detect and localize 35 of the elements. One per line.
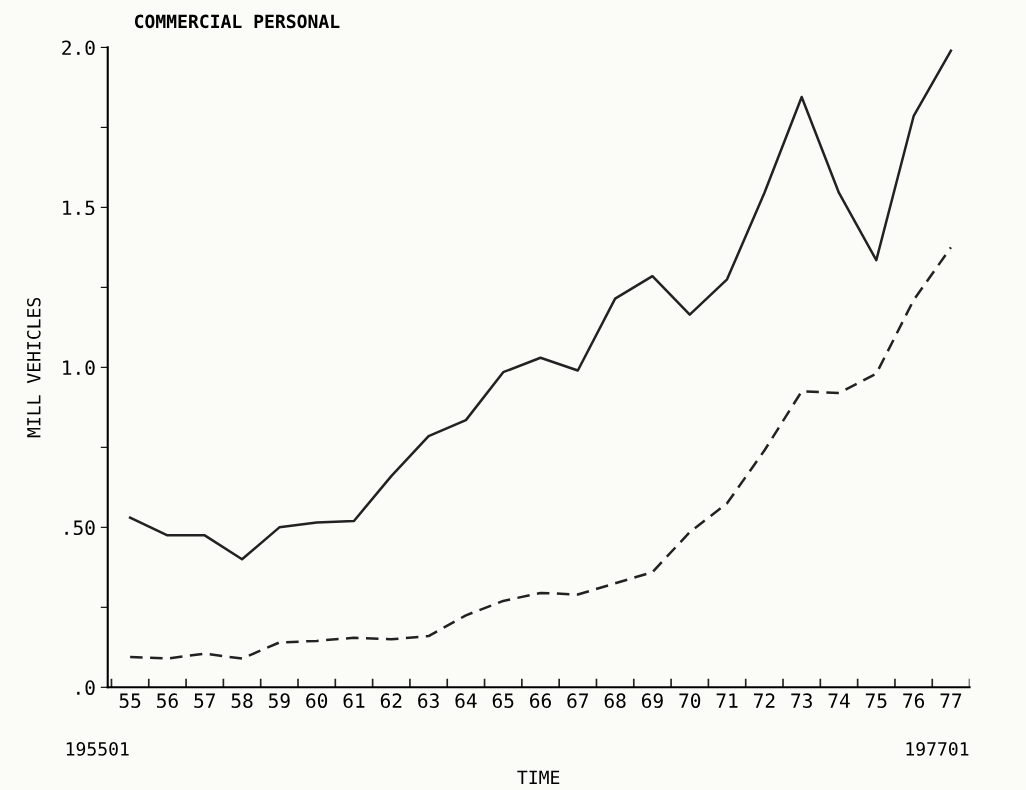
chart-title: COMMERCIAL PERSONAL	[134, 14, 340, 29]
x-tick-label: 72	[753, 693, 775, 708]
y-tick-label: .50	[65, 520, 95, 536]
x-tick-label: 57	[194, 693, 215, 709]
y-tick-label: 1.5	[63, 200, 95, 216]
text: 195501	[66, 742, 129, 756]
y-tick-label: 2.0	[62, 40, 95, 56]
x-tick-label: 66	[530, 693, 551, 709]
x-tick-label: 71	[716, 693, 738, 708]
x-tick-label: 69	[642, 693, 663, 709]
x-tick-label: 61	[343, 693, 365, 709]
x-tick-label: 58	[231, 693, 253, 709]
y-tick-label: 1.0	[63, 360, 95, 376]
x-tick-label: 56	[157, 693, 178, 709]
x-tick-label: 65	[492, 693, 514, 709]
x-tick-label: 76	[903, 693, 925, 709]
x-tick-label: 60	[306, 693, 328, 709]
x-tick-label: 55	[119, 693, 141, 709]
x-tick-label: 59	[269, 693, 290, 709]
y-axis-title: MILL VEHICLES	[26, 297, 41, 438]
y-tick-label: .0	[77, 680, 95, 696]
x-tick-label: 77	[940, 693, 962, 708]
x-tick-label: 67	[567, 693, 589, 709]
x-tick-label: 74	[828, 693, 850, 708]
x-tick-label: 70	[679, 693, 701, 709]
x-axis-title: TIME	[517, 770, 560, 784]
x-tick-label: 63	[418, 693, 439, 709]
x-tick-label: 68	[604, 693, 626, 709]
line-series	[128, 246, 953, 660]
x-tick-label: 73	[791, 693, 812, 709]
text: 197701	[906, 742, 969, 756]
x-tick-label: 75	[865, 693, 887, 709]
x-tick-label: 64	[455, 693, 477, 709]
x-tick-label: 62	[380, 693, 402, 709]
line-series	[128, 49, 953, 561]
